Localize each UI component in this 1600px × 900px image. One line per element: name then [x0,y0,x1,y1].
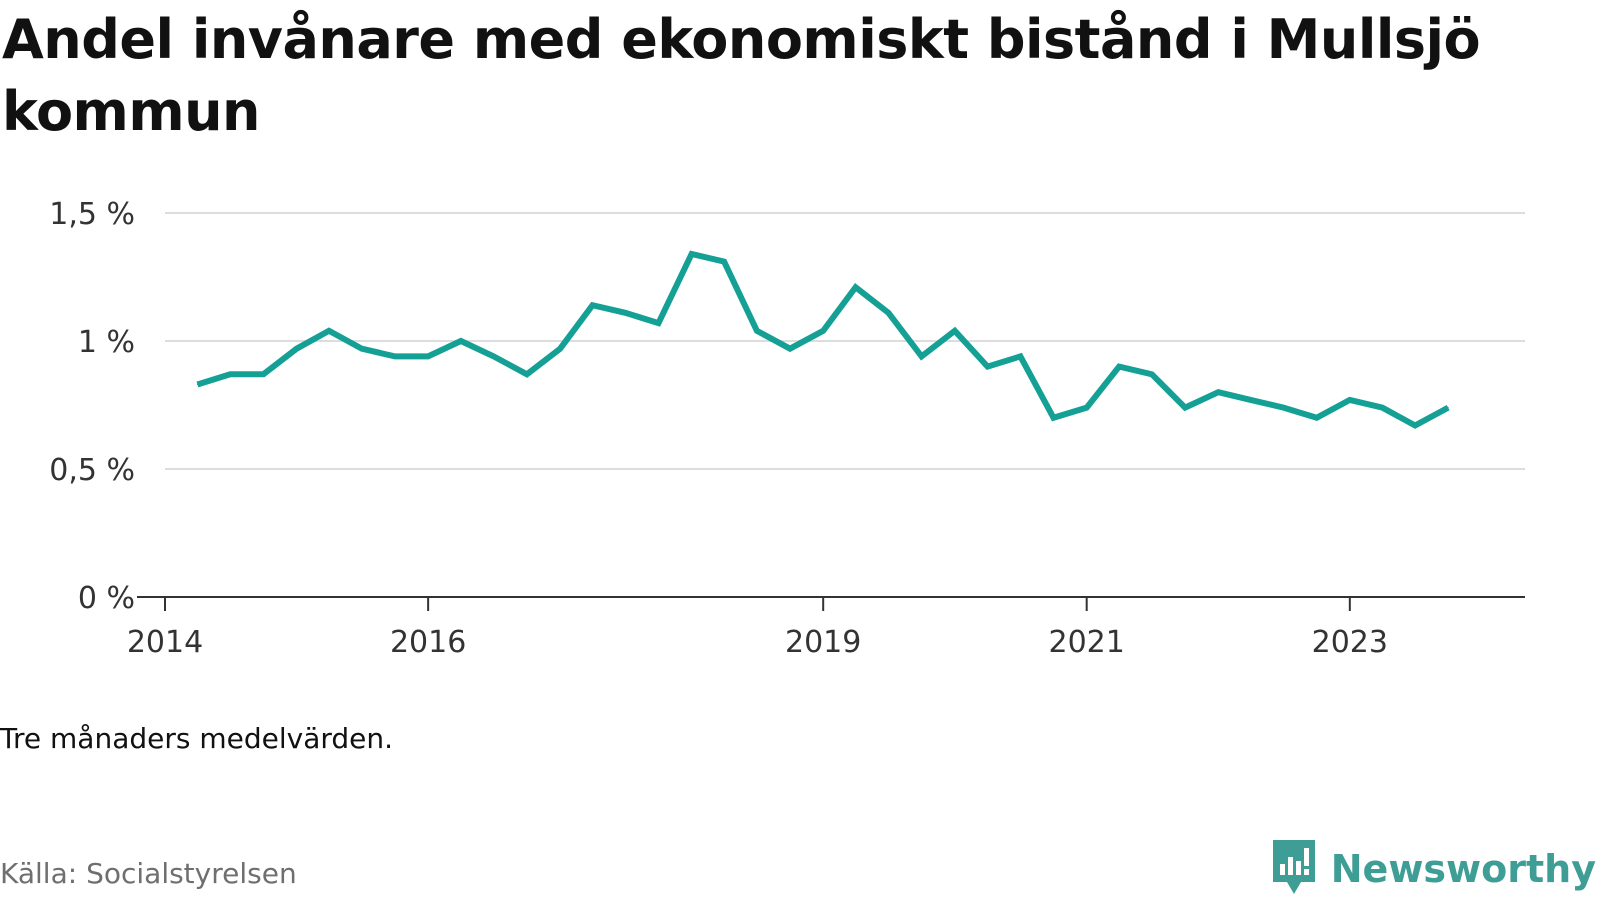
data-point [1019,355,1021,357]
x-tick-label: 2016 [390,625,466,660]
data-point [361,348,363,350]
brand-logo[interactable]: Newsworthy [1269,838,1596,900]
data-point [1316,417,1318,419]
data-point [1250,399,1252,401]
data-point [229,373,231,375]
x-tick-label: 2021 [1049,625,1125,660]
data-series [196,250,1450,429]
data-point [822,330,824,332]
data-point [855,286,857,288]
data-point [723,261,725,263]
x-axis [137,596,1525,611]
data-point [592,304,594,306]
data-point [296,348,298,350]
x-axis-labels: 2014 2016 2019 2021 2023 [127,625,1388,660]
y-tick-label: 1 % [78,325,135,360]
x-tick-label: 2019 [785,625,861,660]
data-point [954,330,956,332]
data-point [1447,407,1449,409]
newsworthy-logo-icon [1269,838,1319,900]
data-point [394,355,396,357]
data-point [1349,399,1351,401]
y-tick-label: 0,5 % [49,453,135,488]
data-point [756,330,758,332]
data-point [1086,407,1088,409]
data-point [887,312,889,314]
x-tick-label: 2014 [127,625,203,660]
data-point [559,348,561,350]
data-point [1414,424,1416,426]
brand-name: Newsworthy [1330,847,1596,891]
data-point [1184,407,1186,409]
data-point [196,384,198,386]
data-point [526,373,528,375]
data-point [493,355,495,357]
y-axis-labels: 0 % 0,5 % 1 % 1,5 % [49,197,135,616]
grid-lines [165,212,1525,470]
data-point [691,253,693,255]
data-point [657,322,659,324]
data-point [460,340,462,342]
x-tick-label: 2023 [1312,625,1388,660]
data-point [328,330,330,332]
y-tick-label: 1,5 % [49,197,135,232]
data-point [789,348,791,350]
y-tick-label: 0 % [78,581,135,616]
data-point [1217,391,1219,393]
data-point [1053,417,1055,419]
series-line [196,250,1450,429]
data-point [262,373,264,375]
line-chart: 0 % 0,5 % 1 % 1,5 % 2014 2016 2019 2021 2023 [49,197,1525,660]
data-point [624,312,626,314]
data-point [987,366,989,368]
source-label: Källa: Socialstyrelsen [0,857,297,890]
data-point [921,355,923,357]
chart-note: Tre månaders medelvärden. [0,722,394,755]
data-point [1381,407,1383,409]
data-point [1282,407,1284,409]
data-point [427,355,429,357]
chart-title: Andel invånare med ekonomiskt bistånd i … [2,8,1481,143]
data-point [1151,373,1153,375]
data-point [1118,366,1120,368]
